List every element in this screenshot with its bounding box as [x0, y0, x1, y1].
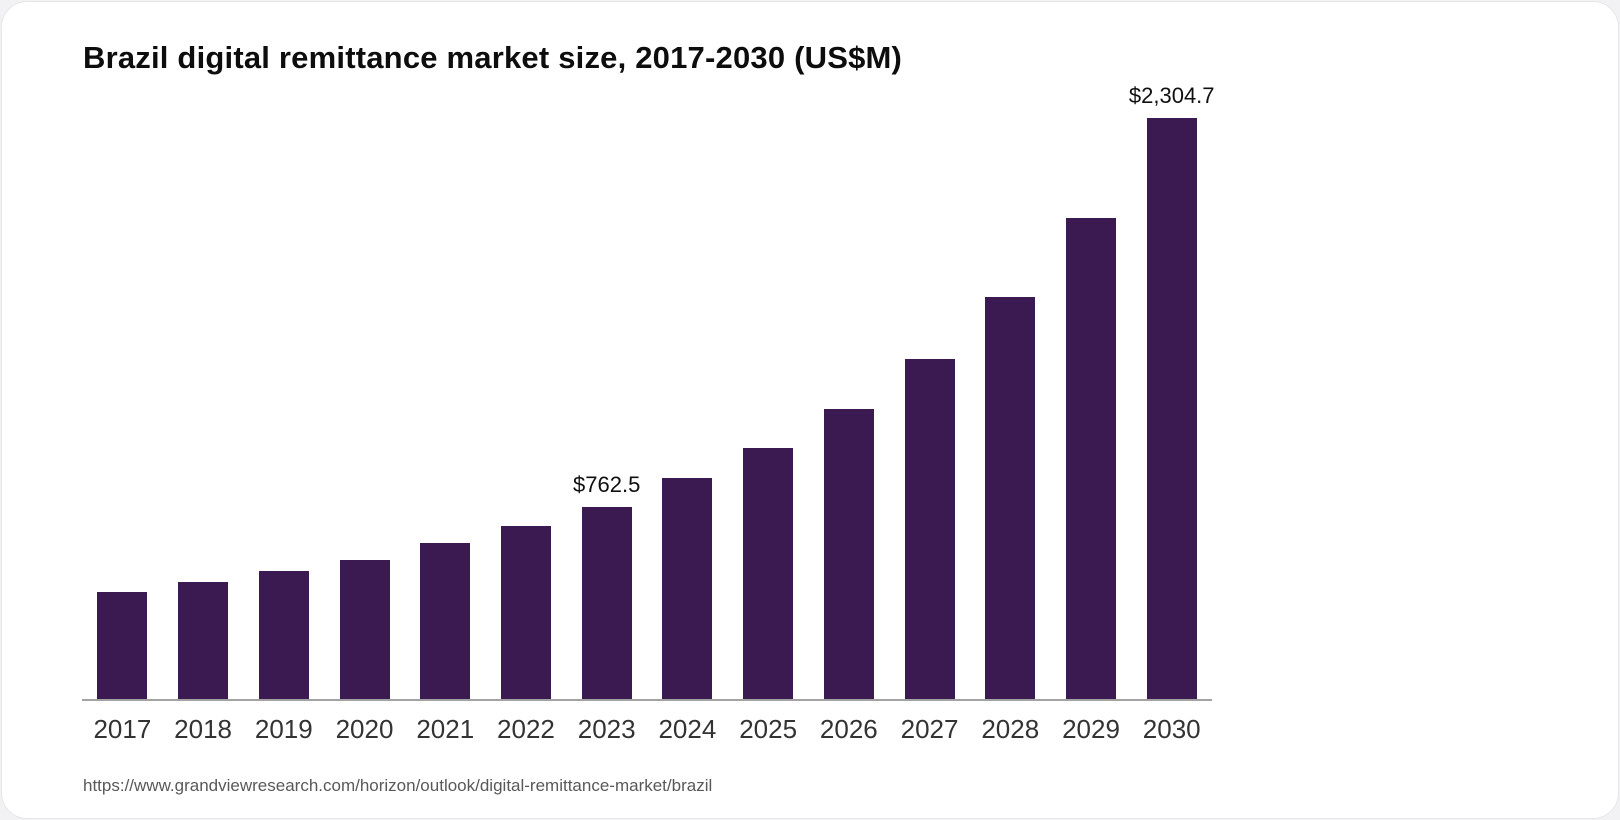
bar-2029	[1065, 218, 1116, 699]
x-label-2030: 2030	[1142, 714, 1201, 744]
bar-column-2023: $762.5	[566, 472, 647, 699]
bar-column-2029	[1051, 218, 1132, 699]
bar-column-2022	[486, 526, 567, 699]
x-label-2027: 2027	[900, 714, 959, 744]
bar-2024	[662, 478, 713, 699]
x-label-2018: 2018	[174, 714, 232, 744]
bar-2019	[258, 571, 309, 699]
bar-2021	[420, 543, 471, 699]
bar-2030	[1146, 118, 1197, 699]
bar-column-2020	[324, 560, 405, 699]
bar-column-2021	[405, 543, 486, 699]
x-label-2022: 2022	[497, 714, 555, 744]
x-label-2029: 2029	[1062, 714, 1120, 744]
chart-plot-area: $762.5 $2,304.7	[82, 83, 1215, 701]
bar-column-2025	[728, 448, 809, 699]
bar-column-2027	[889, 359, 970, 699]
bar-2020	[339, 560, 390, 699]
x-label-2025: 2025	[739, 714, 798, 744]
x-label-2019: 2019	[254, 714, 313, 744]
x-label-2021: 2021	[416, 714, 475, 744]
x-label-2023: 2023	[577, 714, 636, 744]
bar-2025	[743, 448, 794, 699]
bar-2017	[97, 592, 148, 699]
bar-column-2030: $2,304.7	[1128, 83, 1215, 699]
x-axis-labels: 2017 2018 2019 2020 2021 2022 2023 2024 2025 2026…	[82, 714, 1212, 745]
chart-title: Brazil digital remittance market size, 2…	[83, 40, 903, 75]
bar-column-2024	[647, 478, 728, 699]
x-label-2026: 2026	[819, 714, 878, 744]
bar-2023	[581, 507, 632, 699]
bar-column-2019	[243, 571, 324, 699]
bar-column-2017	[82, 592, 163, 699]
x-label-2017: 2017	[93, 714, 152, 744]
bar-2018	[178, 582, 229, 699]
x-label-2020: 2020	[335, 714, 394, 744]
bar-2022	[500, 526, 551, 699]
value-label-2030: $2,304.7	[1128, 83, 1215, 108]
x-label-2028: 2028	[981, 714, 1040, 744]
bar-column-2026	[808, 409, 889, 699]
bar-2028	[985, 297, 1036, 699]
bar-column-2028	[970, 297, 1051, 699]
bar-2026	[823, 409, 874, 699]
x-label-2024: 2024	[658, 714, 717, 744]
value-label-2023: $762.5	[573, 472, 641, 497]
bar-2027	[904, 359, 955, 699]
source-url: https://www.grandviewresearch.com/horizo…	[83, 776, 713, 795]
bar-column-2018	[163, 582, 244, 699]
